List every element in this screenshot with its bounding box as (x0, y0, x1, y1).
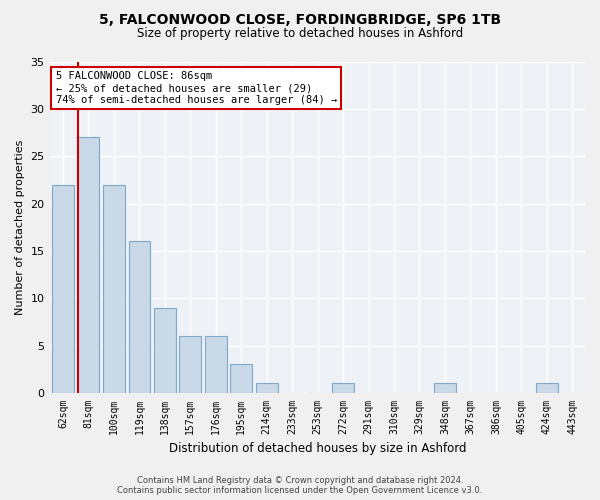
X-axis label: Distribution of detached houses by size in Ashford: Distribution of detached houses by size … (169, 442, 466, 455)
Bar (434, 384, 456, 393)
Text: Size of property relative to detached houses in Ashford: Size of property relative to detached ho… (137, 28, 463, 40)
Text: 5 FALCONWOOD CLOSE: 86sqm
← 25% of detached houses are smaller (29)
74% of semi-: 5 FALCONWOOD CLOSE: 86sqm ← 25% of detac… (56, 72, 337, 104)
Bar (52, 184, 74, 393)
Bar (154, 308, 176, 393)
Bar (256, 384, 278, 393)
Text: 5, FALCONWOOD CLOSE, FORDINGBRIDGE, SP6 1TB: 5, FALCONWOOD CLOSE, FORDINGBRIDGE, SP6 … (99, 12, 501, 26)
Bar (332, 384, 354, 393)
Bar (128, 242, 150, 393)
Bar (77, 137, 99, 393)
Bar (179, 336, 201, 393)
Bar (230, 364, 252, 393)
Bar (103, 184, 125, 393)
Bar (205, 336, 227, 393)
Text: Contains HM Land Registry data © Crown copyright and database right 2024.
Contai: Contains HM Land Registry data © Crown c… (118, 476, 482, 495)
Y-axis label: Number of detached properties: Number of detached properties (15, 140, 25, 315)
Bar (536, 384, 557, 393)
